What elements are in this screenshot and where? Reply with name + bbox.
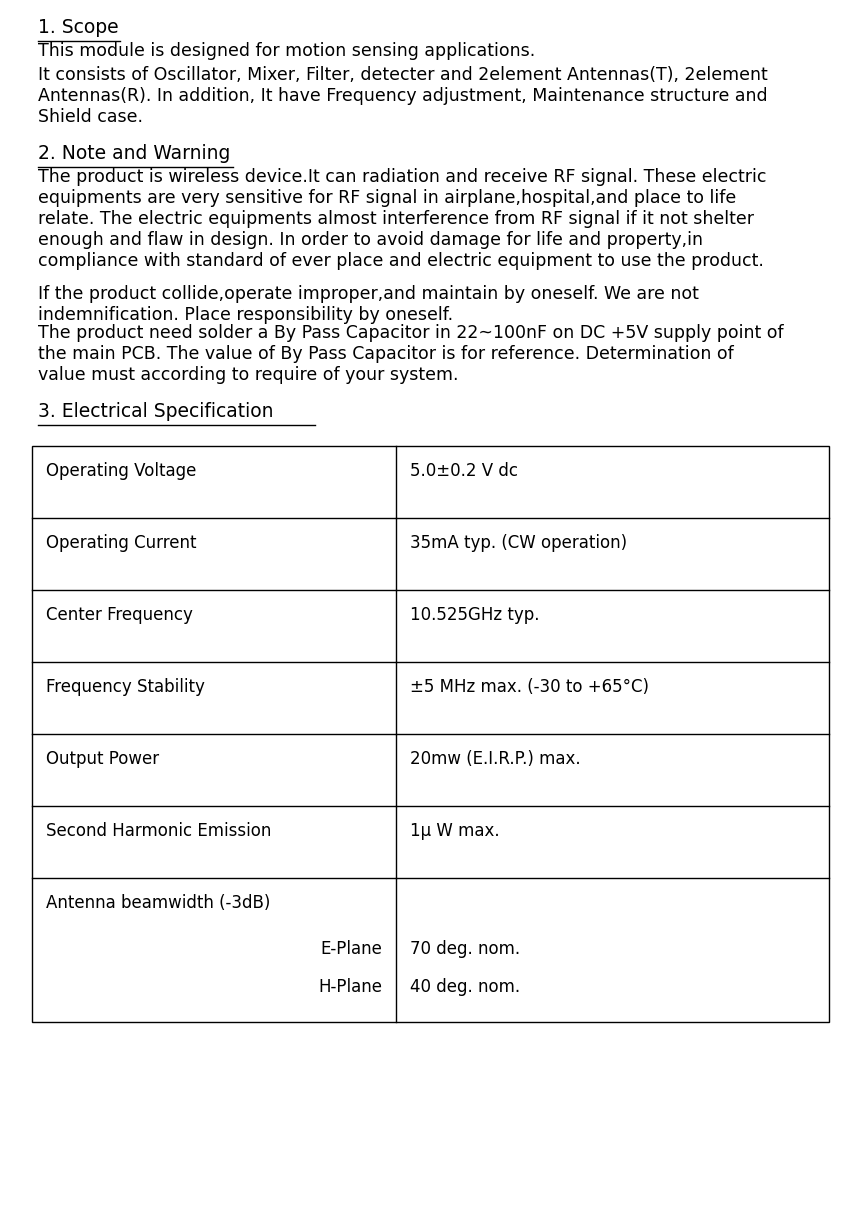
Text: If the product collide,operate improper,and maintain by oneself. We are not: If the product collide,operate improper,…: [38, 285, 699, 304]
Text: Second Harmonic Emission: Second Harmonic Emission: [46, 822, 271, 839]
Text: 3. Electrical Specification: 3. Electrical Specification: [38, 402, 274, 422]
Text: Antennas(R). In addition, It have Frequency adjustment, Maintenance structure an: Antennas(R). In addition, It have Freque…: [38, 87, 768, 104]
Text: compliance with standard of ever place and electric equipment to use the product: compliance with standard of ever place a…: [38, 252, 764, 270]
Text: 70 deg. nom.: 70 deg. nom.: [410, 940, 520, 957]
Text: 1. Scope: 1. Scope: [38, 18, 119, 37]
Text: Antenna beamwidth (-3dB): Antenna beamwidth (-3dB): [46, 893, 270, 912]
Text: The product need solder a By Pass Capacitor in 22~100nF on DC +5V supply point o: The product need solder a By Pass Capaci…: [38, 324, 784, 342]
Text: The product is wireless device.It can radiation and receive RF signal. These ele: The product is wireless device.It can ra…: [38, 168, 766, 186]
Text: 2. Note and Warning: 2. Note and Warning: [38, 144, 231, 163]
Text: relate. The electric equipments almost interference from RF signal if it not she: relate. The electric equipments almost i…: [38, 210, 754, 229]
Text: Operating Voltage: Operating Voltage: [46, 462, 196, 481]
Text: This module is designed for motion sensing applications.: This module is designed for motion sensi…: [38, 42, 536, 60]
Text: enough and flaw in design. In order to avoid damage for life and property,in: enough and flaw in design. In order to a…: [38, 231, 703, 249]
Text: the main PCB. The value of By Pass Capacitor is for reference. Determination of: the main PCB. The value of By Pass Capac…: [38, 345, 734, 363]
Bar: [32, 446, 829, 1023]
Text: ±5 MHz max. (-30 to +65°C): ±5 MHz max. (-30 to +65°C): [410, 678, 649, 696]
Text: 40 deg. nom.: 40 deg. nom.: [410, 978, 520, 995]
Text: 1μ W max.: 1μ W max.: [410, 822, 499, 839]
Text: Center Frequency: Center Frequency: [46, 606, 193, 624]
Text: 5.0±0.2 V dc: 5.0±0.2 V dc: [410, 462, 518, 481]
Text: 20mw (E.I.R.P.) max.: 20mw (E.I.R.P.) max.: [410, 750, 580, 768]
Text: It consists of Oscillator, Mixer, Filter, detecter and 2element Antennas(T), 2el: It consists of Oscillator, Mixer, Filter…: [38, 66, 768, 84]
Text: Frequency Stability: Frequency Stability: [46, 678, 205, 696]
Text: Operating Current: Operating Current: [46, 533, 196, 552]
Text: equipments are very sensitive for RF signal in airplane,hospital,and place to li: equipments are very sensitive for RF sig…: [38, 189, 736, 206]
Text: 35mA typ. (CW operation): 35mA typ. (CW operation): [410, 533, 627, 552]
Text: E-Plane: E-Plane: [320, 940, 382, 957]
Text: Output Power: Output Power: [46, 750, 159, 768]
Text: H-Plane: H-Plane: [318, 978, 382, 995]
Text: indemnification. Place responsibility by oneself.: indemnification. Place responsibility by…: [38, 306, 453, 324]
Text: 10.525GHz typ.: 10.525GHz typ.: [410, 606, 540, 624]
Text: Shield case.: Shield case.: [38, 108, 143, 127]
Text: value must according to require of your system.: value must according to require of your …: [38, 366, 459, 383]
